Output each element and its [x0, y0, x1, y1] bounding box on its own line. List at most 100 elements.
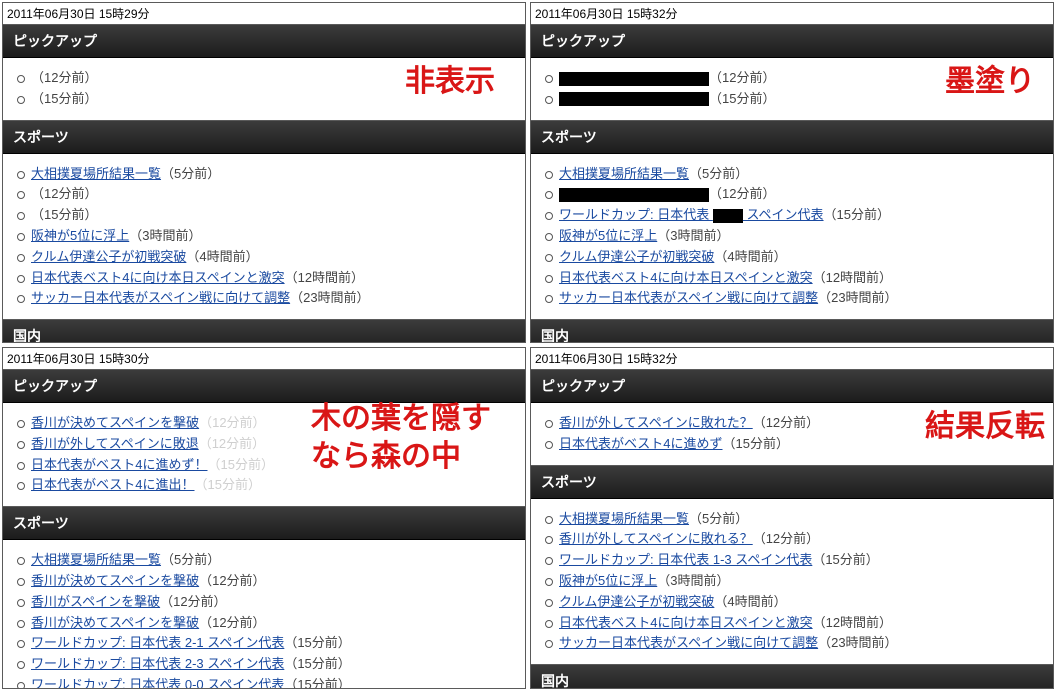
- panel-redact: 2011年06月30日 15時32分 ピックアップ （12分前） （15分前） …: [530, 2, 1054, 343]
- section-header-pickup: ピックアップ: [531, 369, 1053, 403]
- section-header-sports: スポーツ: [531, 465, 1053, 499]
- list-item: 阪神が5位に浮上（3時間前）: [559, 226, 1045, 247]
- news-link[interactable]: 日本代表ベスト4に向け本日スペインと激突: [31, 270, 285, 285]
- news-link[interactable]: 香川が決めてスペインを撃破: [31, 573, 199, 588]
- list-item: （15分前）: [31, 205, 517, 226]
- list-item: 大相撲夏場所結果一覧（5分前）: [559, 509, 1045, 530]
- list-item: クルム伊達公子が初戦突破（4時間前）: [559, 592, 1045, 613]
- sports-list: 大相撲夏場所結果一覧（5分前） 香川が決めてスペインを撃破（12分前） 香川がス…: [3, 540, 525, 689]
- list-item: 香川が決めてスペインを撃破（12分前）: [31, 413, 517, 434]
- news-link[interactable]: 香川が外してスペインに敗退: [31, 436, 199, 451]
- news-link[interactable]: ワールドカップ: 日本代表 0-0 スペイン代表: [31, 677, 284, 689]
- time-suffix: （15分前）: [723, 436, 789, 451]
- list-item: 大相撲夏場所結果一覧（5分前）: [31, 550, 517, 571]
- redaction-bar: [559, 92, 709, 106]
- news-link[interactable]: クルム伊達公子が初戦突破: [559, 249, 714, 264]
- news-link[interactable]: 香川が決めてスペインを撃破: [31, 415, 199, 430]
- news-link[interactable]: クルム伊達公子が初戦突破: [31, 249, 186, 264]
- time-suffix: （12分前）: [709, 186, 775, 201]
- panel-grid: 2011年06月30日 15時29分 ピックアップ （12分前） （15分前） …: [2, 2, 1054, 689]
- news-link[interactable]: クルム伊達公子が初戦突破: [559, 594, 714, 609]
- time-suffix: （12分前）: [31, 186, 97, 201]
- news-link[interactable]: 日本代表がベスト4に進めず: [559, 436, 723, 451]
- section-header-domestic: 国内: [531, 319, 1053, 343]
- time-suffix: （3時間前）: [657, 573, 729, 588]
- list-item: （12分前）: [31, 184, 517, 205]
- time-suffix: （5分前）: [689, 166, 748, 181]
- time-suffix: （15分前）: [31, 207, 97, 222]
- news-link[interactable]: 日本代表ベスト4に向け本日スペインと激突: [559, 270, 813, 285]
- news-link[interactable]: 香川が決めてスペインを撃破: [31, 615, 199, 630]
- list-item: サッカー日本代表がスペイン戦に向けて調整（23時間前）: [559, 633, 1045, 654]
- time-suffix: （15分前）: [284, 677, 350, 689]
- news-link[interactable]: 阪神が5位に浮上: [559, 573, 657, 588]
- time-suffix: （5分前）: [161, 166, 220, 181]
- list-item: 日本代表がベスト4に進めず（15分前）: [559, 434, 1045, 455]
- list-item: 香川が外してスペインに敗れた？（12分前）: [559, 413, 1045, 434]
- pickup-list: （12分前） （15分前）: [3, 58, 525, 120]
- news-link[interactable]: サッカー日本代表がスペイン戦に向けて調整: [559, 635, 818, 650]
- news-link[interactable]: ワールドカップ: 日本代表 1-3 スペイン代表: [559, 552, 812, 567]
- pickup-list: 香川が決めてスペインを撃破（12分前） 香川が外してスペインに敗退（12分前） …: [3, 403, 525, 506]
- news-link[interactable]: 香川が外してスペインに敗れる？: [559, 531, 753, 546]
- time-suffix: （5分前）: [689, 511, 748, 526]
- news-link[interactable]: 大相撲夏場所結果一覧: [31, 552, 161, 567]
- section-header-pickup: ピックアップ: [3, 369, 525, 403]
- time-suffix: （12分前）: [199, 436, 265, 451]
- list-item: サッカー日本代表がスペイン戦に向けて調整（23時間前）: [31, 288, 517, 309]
- news-link[interactable]: 阪神が5位に浮上: [559, 228, 657, 243]
- timestamp: 2011年06月30日 15時29分: [3, 3, 525, 24]
- time-suffix: （12分前）: [753, 531, 819, 546]
- time-suffix: （12時間前）: [813, 615, 892, 630]
- time-suffix: （3時間前）: [129, 228, 201, 243]
- section-header-pickup: ピックアップ: [531, 24, 1053, 58]
- time-suffix: （15分前）: [709, 91, 775, 106]
- news-link[interactable]: 大相撲夏場所結果一覧: [559, 166, 689, 181]
- news-link[interactable]: 日本代表がベスト4に進めず！: [31, 457, 208, 472]
- redaction-bar: [559, 72, 709, 86]
- news-link[interactable]: 大相撲夏場所結果一覧: [31, 166, 161, 181]
- news-link[interactable]: 大相撲夏場所結果一覧: [559, 511, 689, 526]
- news-link[interactable]: 日本代表がベスト4に進出！: [31, 477, 195, 492]
- list-item: 香川が決めてスペインを撃破（12分前）: [31, 571, 517, 592]
- list-item: 日本代表ベスト4に向け本日スペインと激突（12時間前）: [559, 268, 1045, 289]
- news-link[interactable]: 香川がスペインを撃破: [31, 594, 160, 609]
- time-suffix: （5分前）: [161, 552, 220, 567]
- news-link[interactable]: 香川が外してスペインに敗れた？: [559, 415, 753, 430]
- list-item: 香川がスペインを撃破（12分前）: [31, 592, 517, 613]
- timestamp: 2011年06月30日 15時32分: [531, 348, 1053, 369]
- list-item: （15分前）: [31, 89, 517, 110]
- time-suffix: （15分前）: [284, 635, 350, 650]
- list-item: （12分前）: [31, 68, 517, 89]
- news-link[interactable]: 日本代表ベスト4に向け本日スペインと激突: [559, 615, 813, 630]
- list-item: 日本代表ベスト4に向け本日スペインと激突（12時間前）: [31, 268, 517, 289]
- time-suffix: （12分前）: [160, 594, 226, 609]
- timestamp: 2011年06月30日 15時30分: [3, 348, 525, 369]
- list-item: 香川が決めてスペインを撃破（12分前）: [31, 613, 517, 634]
- news-link[interactable]: ワールドカップ: 日本代表: [559, 207, 713, 222]
- time-suffix: （12分前）: [199, 615, 265, 630]
- panel-hidden: 2011年06月30日 15時29分 ピックアップ （12分前） （15分前） …: [2, 2, 526, 343]
- section-header-sports: スポーツ: [531, 120, 1053, 154]
- sports-list: 大相撲夏場所結果一覧（5分前） 香川が外してスペインに敗れる？（12分前） ワー…: [531, 499, 1053, 665]
- news-link[interactable]: サッカー日本代表がスペイン戦に向けて調整: [559, 290, 818, 305]
- panel-flip: 2011年06月30日 15時32分 ピックアップ 香川が外してスペインに敗れた…: [530, 347, 1054, 689]
- sports-list: 大相撲夏場所結果一覧（5分前） （12分前） ワールドカップ: 日本代表 スペイ…: [531, 154, 1053, 320]
- news-link[interactable]: スペイン代表: [743, 207, 824, 222]
- time-suffix: （12分前）: [31, 70, 97, 85]
- news-link[interactable]: ワールドカップ: 日本代表 2-1 スペイン代表: [31, 635, 284, 650]
- timestamp: 2011年06月30日 15時32分: [531, 3, 1053, 24]
- time-suffix: （15分前）: [31, 91, 97, 106]
- news-link[interactable]: 阪神が5位に浮上: [31, 228, 129, 243]
- list-item: 香川が外してスペインに敗退（12分前）: [31, 434, 517, 455]
- list-item: 日本代表がベスト4に進めず！（15分前）: [31, 455, 517, 476]
- list-item: 大相撲夏場所結果一覧（5分前）: [31, 164, 517, 185]
- news-link[interactable]: ワールドカップ: 日本代表 2-3 スペイン代表: [31, 656, 284, 671]
- time-suffix: （12分前）: [709, 70, 775, 85]
- redaction-bar: [559, 188, 709, 202]
- time-suffix: （15分前）: [812, 552, 878, 567]
- time-suffix: （4時間前）: [186, 249, 258, 264]
- time-suffix: （15分前）: [195, 477, 261, 492]
- news-link[interactable]: サッカー日本代表がスペイン戦に向けて調整: [31, 290, 290, 305]
- pickup-list: （12分前） （15分前）: [531, 58, 1053, 120]
